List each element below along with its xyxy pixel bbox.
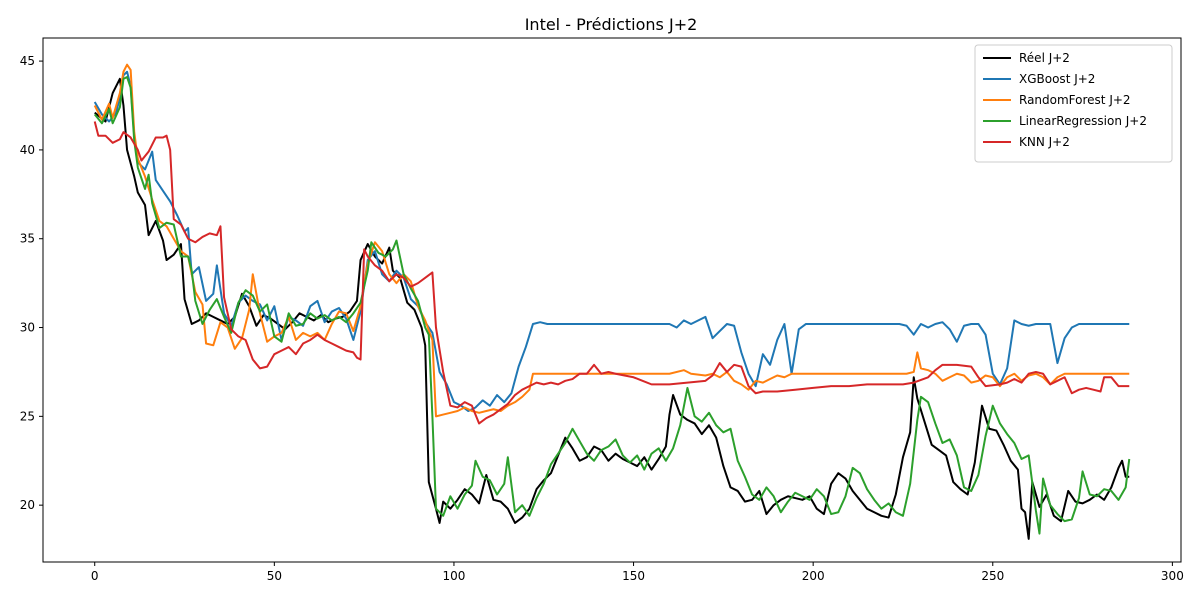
y-tick-label-3: 35 <box>20 232 35 246</box>
legend-label-2: RandomForest J+2 <box>1019 93 1131 107</box>
x-tick-label-6: 300 <box>1161 569 1184 583</box>
x-tick-label-2: 100 <box>442 569 465 583</box>
legend-label-1: XGBoost J+2 <box>1019 72 1095 86</box>
legend-label-0: Réel J+2 <box>1019 51 1070 65</box>
y-tick-label-4: 40 <box>20 143 35 157</box>
series-line-1 <box>93 70 1130 413</box>
legend-label-4: KNN J+2 <box>1019 135 1070 149</box>
axes: 0 50 100 150 200 250 300 20 25 30 35 40 45 <box>20 37 1184 583</box>
legend-label-3: LinearRegression J+2 <box>1019 114 1147 128</box>
plot-area <box>93 63 1131 540</box>
y-tick-label-5: 45 <box>20 54 35 68</box>
chart-title: Intel - Prédictions J+2 <box>525 15 698 34</box>
x-tick-label-0: 0 <box>91 569 99 583</box>
series-line-4 <box>93 121 1130 425</box>
x-tick-label-5: 250 <box>981 569 1004 583</box>
y-tick-label-1: 25 <box>20 409 35 423</box>
series-line-2 <box>93 63 1130 418</box>
x-tick-label-3: 150 <box>622 569 645 583</box>
legend: Réel J+2 XGBoost J+2 RandomForest J+2 Linea… <box>974 44 1173 163</box>
series-line-3 <box>93 76 1131 535</box>
axes-frame <box>42 37 1182 563</box>
x-tick-label-1: 50 <box>267 569 282 583</box>
y-tick-label-2: 30 <box>20 321 35 335</box>
x-tick-label-4: 200 <box>802 569 825 583</box>
legend-box <box>974 44 1173 163</box>
y-tick-label-0: 20 <box>20 498 35 512</box>
